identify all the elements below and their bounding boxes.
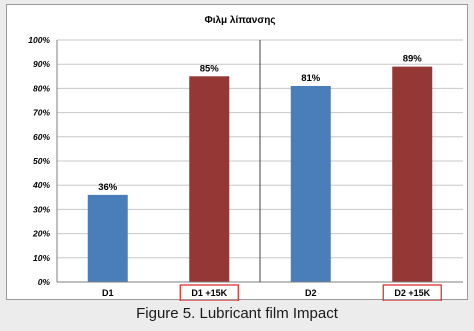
- x-tick-label: D1: [102, 288, 114, 298]
- bar: [392, 66, 433, 282]
- bar: [189, 76, 230, 282]
- data-label: 89%: [403, 54, 423, 65]
- y-tick-label: 60%: [33, 132, 50, 142]
- figure-caption: Figure 5. Lubricant film Impact: [136, 305, 338, 322]
- x-tick-label: D1 +15K: [191, 288, 227, 298]
- y-tick-label: 40%: [32, 180, 50, 190]
- y-tick-label: 100%: [28, 35, 50, 45]
- data-label: 36%: [98, 182, 118, 193]
- x-tick-label: D2: [305, 288, 317, 298]
- y-tick-label: 20%: [32, 229, 50, 239]
- y-tick-label: 30%: [33, 204, 50, 214]
- bar: [87, 194, 128, 282]
- highlight-box: [382, 284, 442, 301]
- y-tick-label: 70%: [33, 108, 50, 118]
- highlight-box: [179, 284, 239, 301]
- bar: [290, 85, 331, 282]
- x-tick-label: D2 +15K: [394, 288, 430, 298]
- y-tick-label: 10%: [33, 253, 50, 263]
- data-label: 85%: [200, 63, 220, 74]
- data-label: 81%: [301, 73, 321, 84]
- chart-container: Φιλμ λίπανσης 36% 85% 81% 89% 0% 10% 20% 30% 40…: [6, 4, 468, 301]
- y-tick-label: 0%: [38, 277, 51, 287]
- y-tick-label: 90%: [33, 59, 50, 69]
- axes: 0% 10% 20% 30% 40% 50% 60% 70% 80% 90% 100% D1 D1 +1…: [28, 35, 463, 301]
- y-tick-label: 80%: [33, 83, 50, 93]
- chart-title: Φιλμ λίπανσης: [204, 15, 275, 26]
- bars: 36% 85% 81% 89%: [87, 54, 433, 282]
- bar-chart: Φιλμ λίπανσης 36% 85% 81% 89% 0% 10% 20% 30% 40…: [28, 15, 463, 301]
- y-tick-label: 50%: [33, 156, 50, 166]
